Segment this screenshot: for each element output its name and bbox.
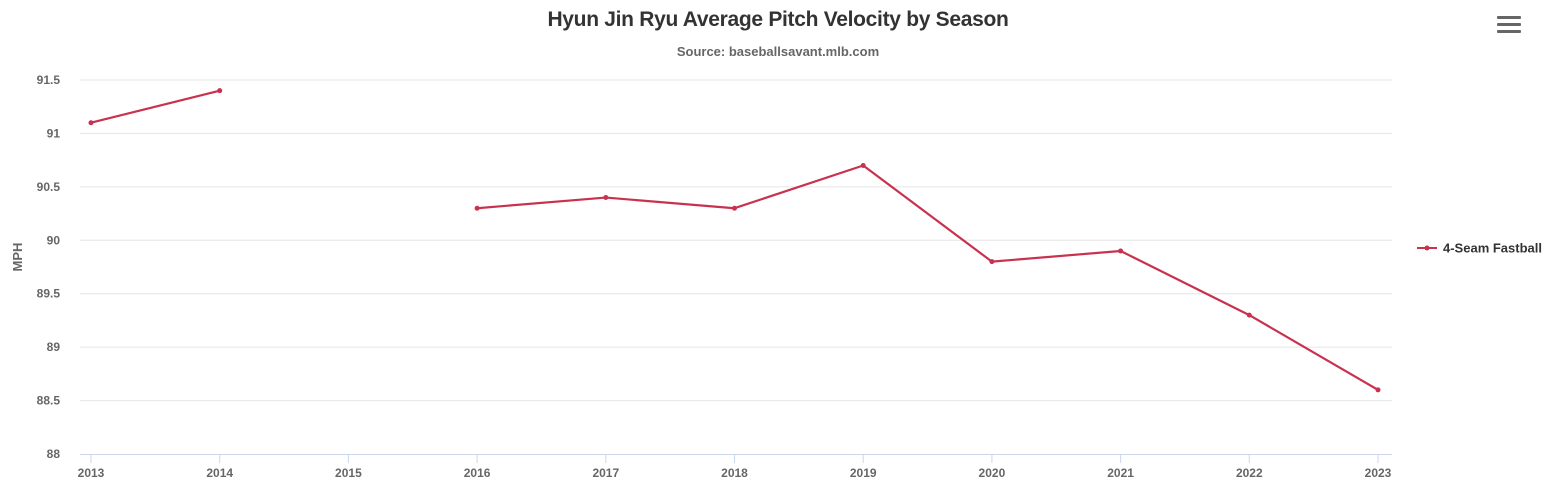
x-tick-label: 2016 <box>464 466 491 480</box>
y-tick-label: 91 <box>47 126 61 140</box>
y-axis-title: MPH <box>10 243 25 272</box>
chart-subtitle: Source: baseballsavant.mlb.com <box>676 44 880 59</box>
data-point[interactable] <box>1118 248 1124 254</box>
x-tick-label: 2020 <box>979 466 1006 480</box>
data-point[interactable] <box>474 205 480 211</box>
series-line <box>477 164 1379 391</box>
y-tick-label: 91.5 <box>37 73 61 87</box>
legend[interactable]: 4-Seam Fastball <box>1417 241 1542 256</box>
data-point[interactable] <box>989 259 995 265</box>
hamburger-menu-icon[interactable] <box>1497 16 1521 36</box>
data-point[interactable] <box>860 162 866 168</box>
y-tick-label: 90 <box>47 233 61 247</box>
x-tick-label: 2017 <box>592 466 619 480</box>
data-point[interactable] <box>603 195 609 201</box>
y-tick-label: 88.5 <box>37 394 61 408</box>
legend-marker-symbol <box>1424 245 1430 251</box>
gridlines <box>80 79 1392 402</box>
x-tick-label: 2013 <box>78 466 105 480</box>
data-point[interactable] <box>217 88 223 94</box>
data-point[interactable] <box>1246 312 1252 318</box>
x-tick-label: 2015 <box>335 466 362 480</box>
y-tick-label: 88 <box>47 447 61 461</box>
chart-title: Hyun Jin Ryu Average Pitch Velocity by S… <box>547 8 1009 31</box>
y-axis: 88 88.5 89 89.5 90 90.5 91 91.5 <box>37 73 61 461</box>
y-tick-label: 90.5 <box>37 180 61 194</box>
x-tick-label: 2023 <box>1365 466 1392 480</box>
x-tick-label: 2019 <box>850 466 877 480</box>
y-tick-label: 89 <box>47 340 61 354</box>
series-group <box>88 88 1381 393</box>
x-tick-label: 2021 <box>1107 466 1134 480</box>
x-tick-label: 2018 <box>721 466 748 480</box>
data-point[interactable] <box>1375 387 1381 393</box>
data-point[interactable] <box>88 120 94 126</box>
data-point[interactable] <box>732 205 737 211</box>
x-tick-label: 2022 <box>1236 466 1263 480</box>
series-line <box>90 89 220 124</box>
legend-item-label[interactable]: 4-Seam Fastball <box>1443 241 1542 256</box>
y-tick-label: 89.5 <box>37 287 61 301</box>
x-tick-label: 2014 <box>206 466 233 480</box>
x-axis: 2013 2014 2015 2016 2017 2018 2019 2020 2021 2022… <box>78 454 1392 480</box>
